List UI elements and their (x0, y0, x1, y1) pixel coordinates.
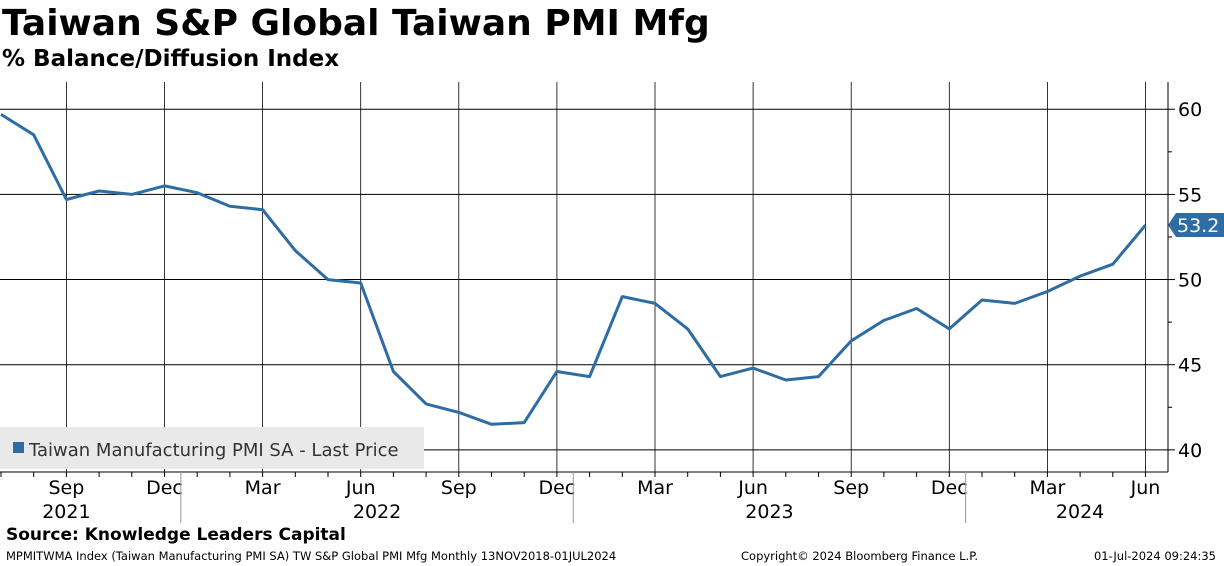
chart-subtitle: % Balance/Diffusion Index (2, 46, 340, 72)
line-chart: 40 45 50 55 60 Sep Dec Mar Jun Sep Dec Mar Jun Sep De… (0, 82, 1224, 523)
vertical-gridlines (66, 82, 1146, 472)
timestamp: 01-Jul-2024 09:24:35 (1093, 549, 1216, 563)
x-tick-label: Dec (146, 477, 183, 499)
year-label: 2024 (1056, 501, 1104, 523)
y-tick-label: 45 (1178, 355, 1202, 377)
y-tick-label: 50 (1178, 270, 1202, 292)
year-label: 2022 (353, 501, 401, 523)
year-label: 2021 (42, 501, 90, 523)
x-tick-label: Mar (637, 477, 673, 499)
x-axis-ticks: Sep Dec Mar Jun Sep Dec Mar Jun Sep Dec Mar Jun 2021… (0, 472, 1161, 523)
x-tick-label: Dec (539, 477, 576, 499)
source-note: Source: Knowledge Leaders Capital (6, 525, 346, 545)
legend-label: Taiwan Manufacturing PMI SA - Last Price (28, 440, 399, 461)
last-value-tag-shape (1168, 213, 1224, 238)
y-tick-label: 60 (1178, 99, 1202, 121)
x-tick-label: Mar (245, 477, 281, 499)
chart-title: Taiwan S&P Global Taiwan PMI Mfg (2, 3, 710, 44)
legend-background (0, 427, 424, 469)
y-tick-label: 55 (1178, 184, 1202, 206)
legend-swatch (13, 442, 24, 453)
x-tick-label: Jun (737, 477, 768, 499)
x-tick-label: Sep (833, 477, 869, 499)
legend: Taiwan Manufacturing PMI SA - Last Price (0, 427, 424, 469)
x-tick-label: Sep (441, 477, 477, 499)
plot-area (0, 82, 1168, 472)
year-label: 2023 (745, 501, 793, 523)
last-value-tag: 53.2 (1168, 213, 1224, 238)
series-line (0, 113, 1147, 426)
ticker-info: MPMITWMA Index (Taiwan Manufacturing PMI… (6, 549, 617, 563)
x-tick-label: Sep (48, 477, 84, 499)
y-axis-ticks: 40 45 50 55 60 (1168, 99, 1202, 462)
data-points (0, 114, 1146, 425)
x-tick-label: Dec (931, 477, 968, 499)
x-tick-label: Jun (1130, 477, 1161, 499)
x-tick-label: Jun (345, 477, 376, 499)
y-tick-label: 40 (1178, 440, 1202, 462)
last-value-label: 53.2 (1177, 215, 1219, 237)
x-tick-label: Mar (1029, 477, 1065, 499)
copyright: Copyright© 2024 Bloomberg Finance L.P. (741, 549, 978, 563)
